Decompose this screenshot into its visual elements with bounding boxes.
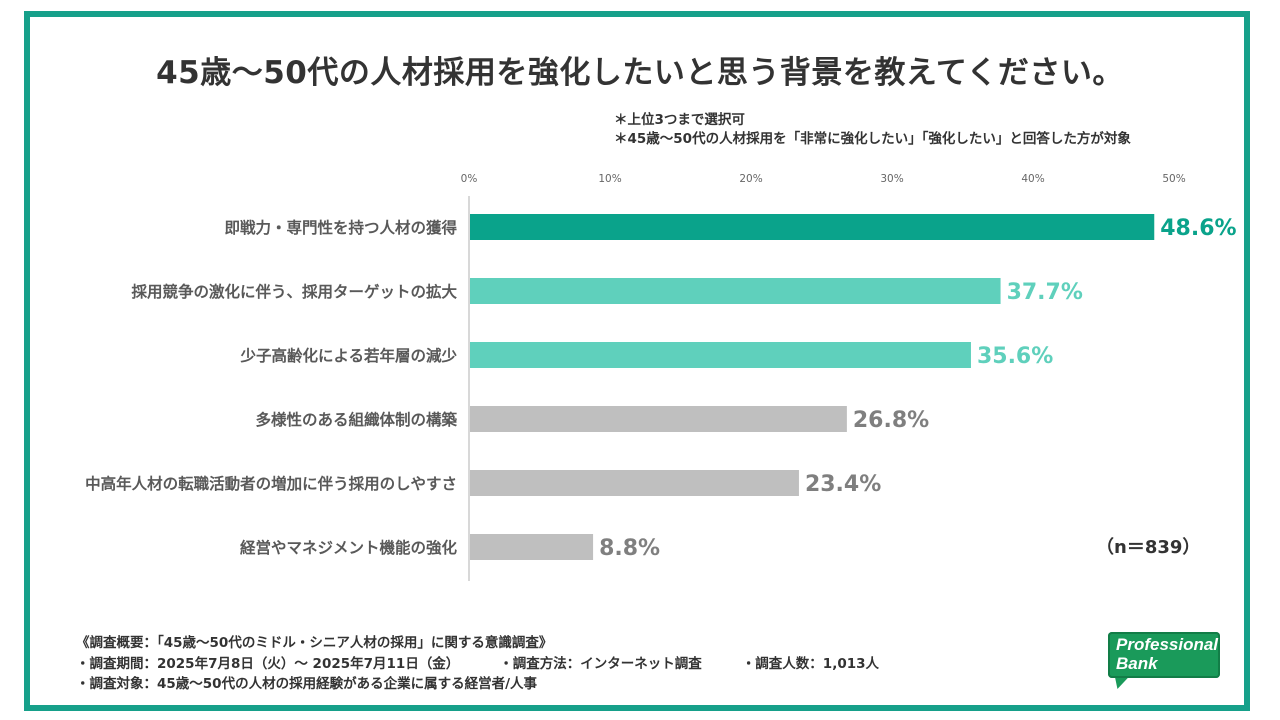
bar bbox=[470, 342, 971, 368]
bar bbox=[470, 406, 847, 432]
category-label: 即戦力・専門性を持つ人材の獲得 bbox=[224, 218, 457, 237]
bar bbox=[470, 278, 1001, 304]
x-tick-label: 10% bbox=[598, 173, 621, 185]
chart-title: 45歳〜50代の人材採用を強化したいと思う背景を教えてください。 bbox=[156, 55, 1124, 91]
bar bbox=[470, 470, 799, 496]
data-label: 48.6% bbox=[1160, 216, 1236, 241]
logo-text-line1: Professional bbox=[1116, 635, 1219, 654]
data-label: 8.8% bbox=[599, 536, 660, 561]
x-tick-label: 0% bbox=[461, 173, 478, 185]
data-label: 37.7% bbox=[1007, 280, 1083, 305]
category-label: 採用競争の激化に伴う、採用ターゲットの拡大 bbox=[131, 282, 457, 301]
category-label: 多様性のある組織体制の構築 bbox=[255, 410, 457, 429]
category-label: 経営やマネジメント機能の強化 bbox=[240, 538, 458, 557]
x-tick-label: 40% bbox=[1021, 173, 1044, 185]
survey-method: ・調査方法：インターネット調査 bbox=[499, 656, 702, 672]
survey-target: ・調査対象：45歳〜50代の人材の採用経験がある企業に属する経営者/人事 bbox=[76, 676, 538, 692]
category-label: 中高年人材の転職活動者の増加に伴う採用のしやすさ bbox=[85, 474, 457, 493]
bar bbox=[470, 534, 594, 560]
data-label: 23.4% bbox=[805, 472, 881, 497]
survey-heading: 《調査概要：「45歳〜50代のミドル・シニア人材の採用」に関する意識調査》 bbox=[76, 635, 553, 651]
x-tick-label: 50% bbox=[1162, 173, 1185, 185]
note-selection: ＊上位3つまで選択可 bbox=[614, 112, 745, 128]
logo-text-line2: Bank bbox=[1116, 654, 1158, 673]
x-tick-label: 20% bbox=[739, 173, 762, 185]
survey-details: ・調査期間：2025年7月8日（火）〜 2025年7月11日（金） ・調査方法：イ… bbox=[76, 652, 879, 672]
survey-respondents: ・調査人数：1,013人 bbox=[741, 656, 880, 672]
data-label: 26.8% bbox=[853, 408, 929, 433]
sample-size-label: （n＝839） bbox=[1096, 537, 1201, 558]
bar bbox=[470, 214, 1155, 240]
data-label: 35.6% bbox=[977, 344, 1053, 369]
category-label: 少子高齢化による若年層の減少 bbox=[239, 346, 457, 365]
note-target: ＊45歳〜50代の人材採用を「非常に強化したい」「強化したい」と回答した方が対象 bbox=[614, 131, 1131, 147]
x-tick-label: 30% bbox=[880, 173, 903, 185]
survey-period: ・調査期間：2025年7月8日（火）〜 2025年7月11日（金） bbox=[76, 656, 460, 672]
professional-bank-logo: Professional Bank bbox=[1108, 632, 1220, 678]
